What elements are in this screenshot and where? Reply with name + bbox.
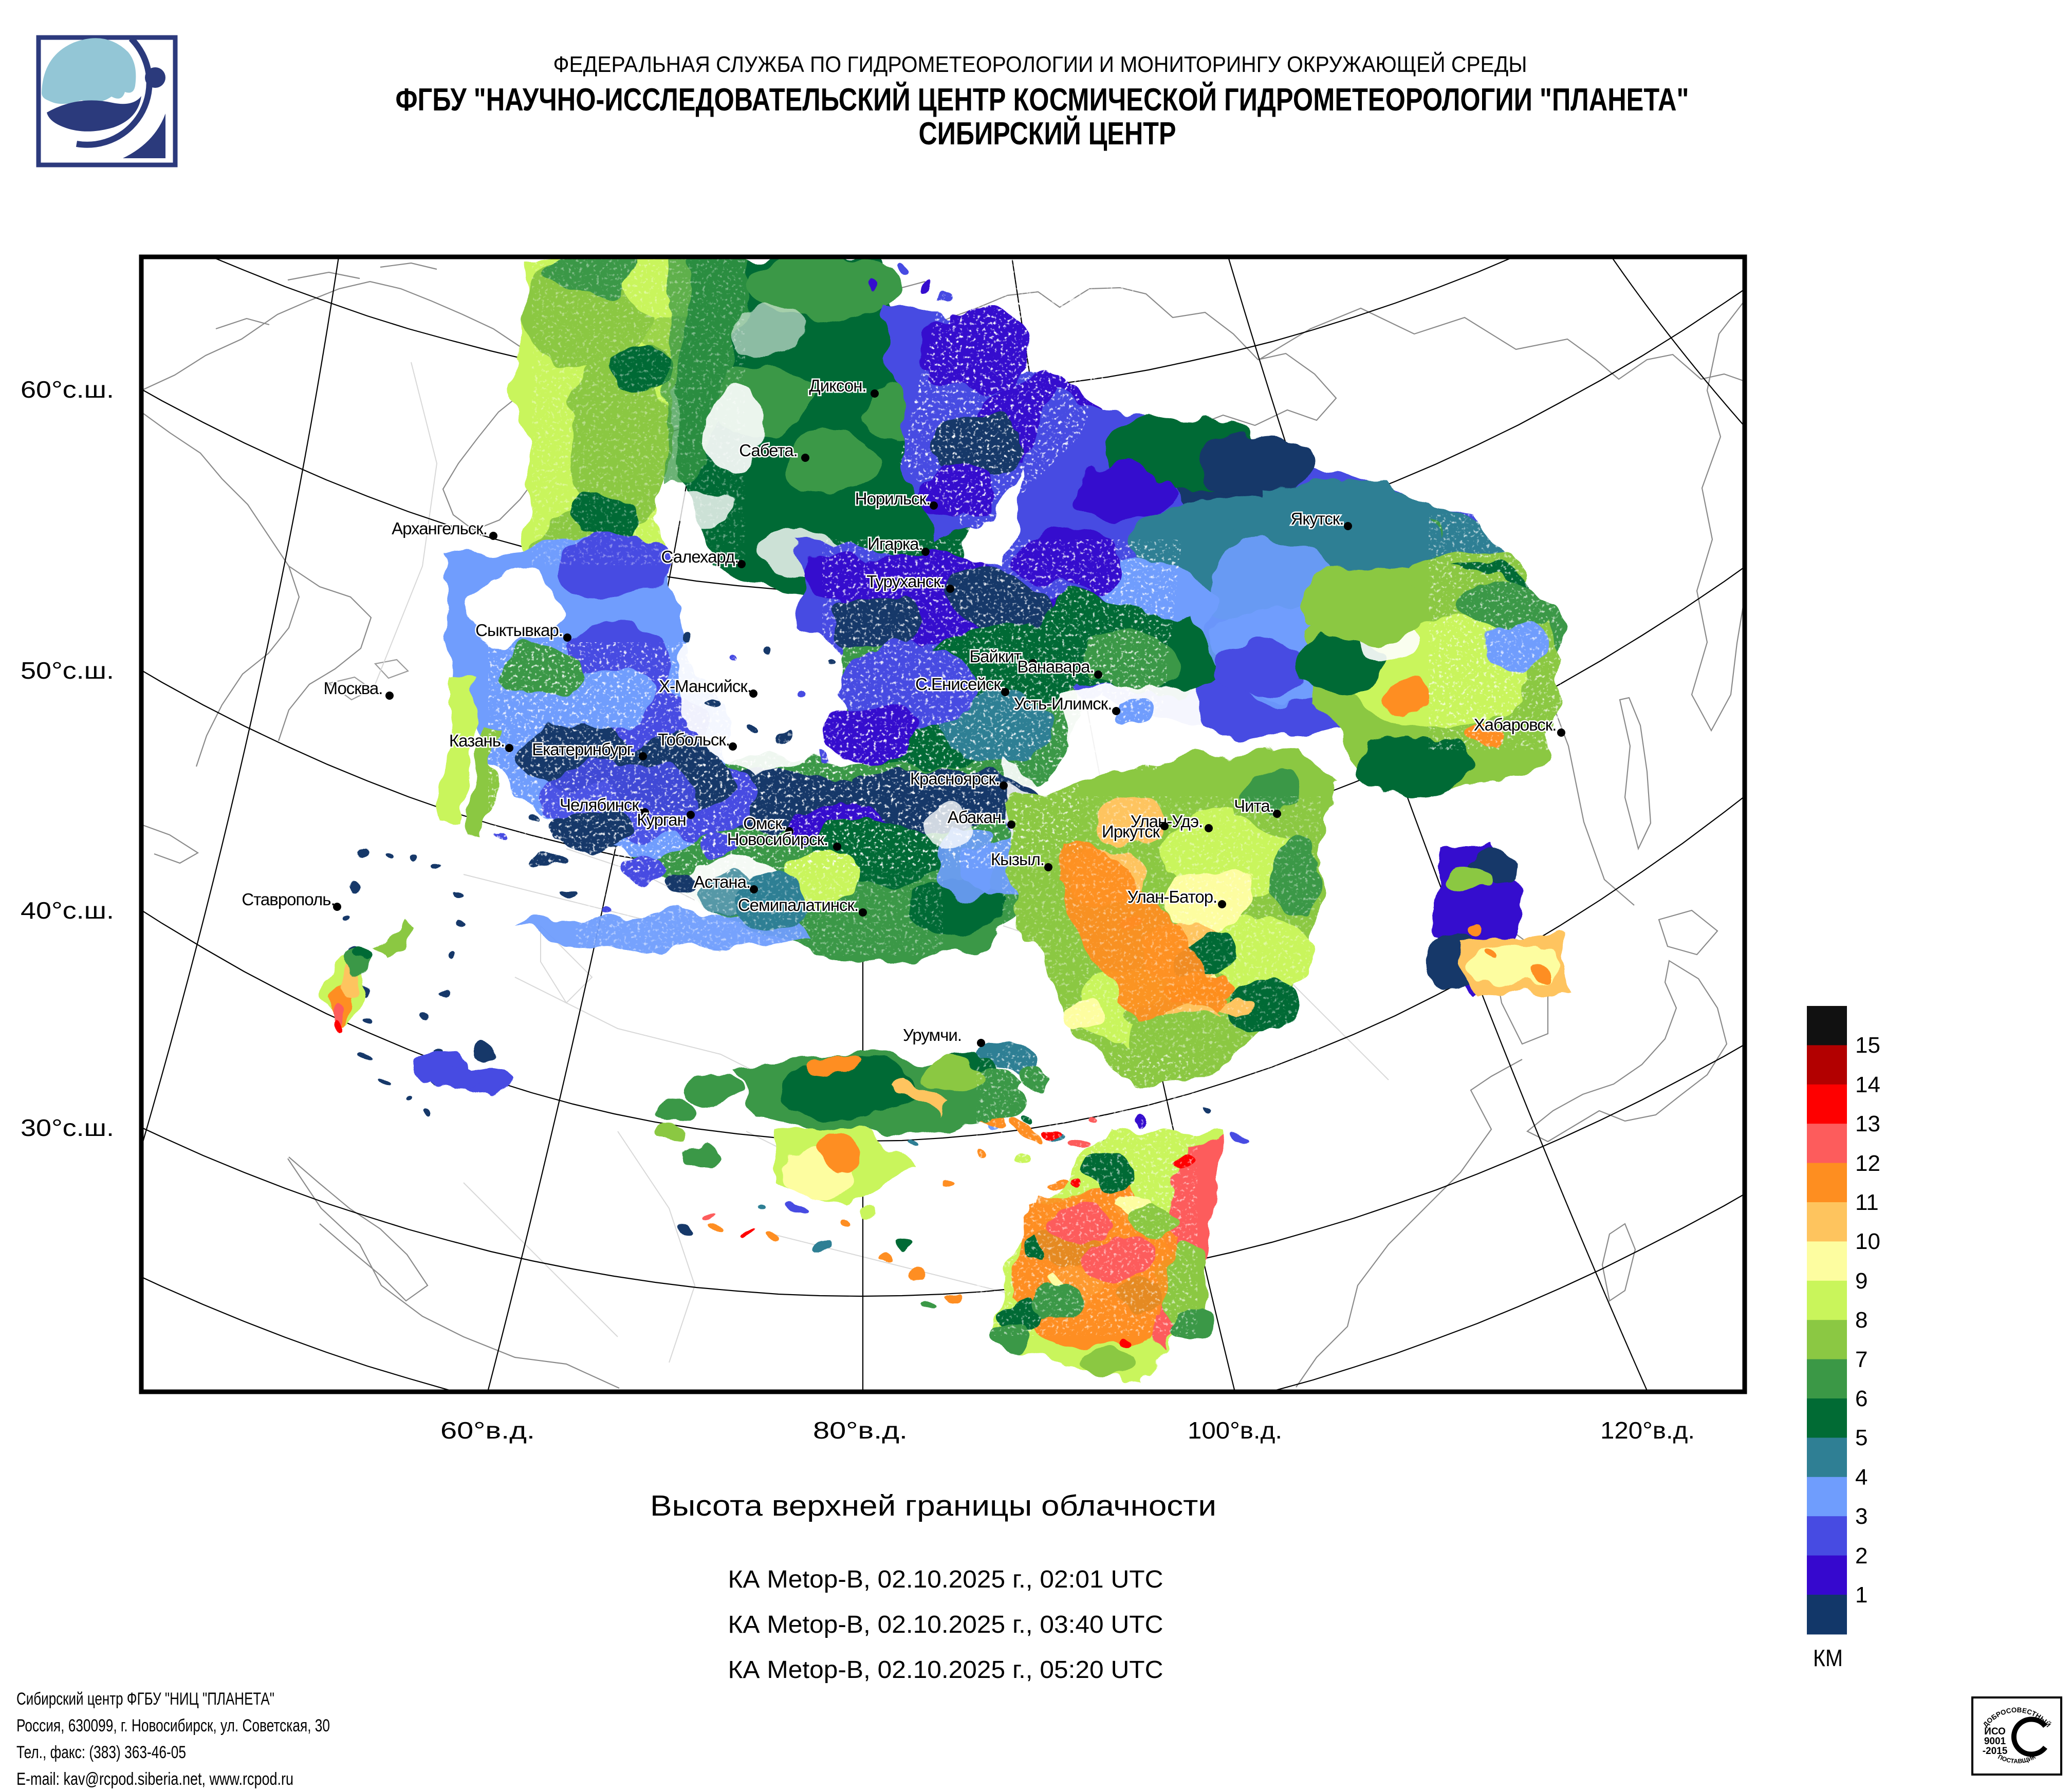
svg-text:1: 1 [1855,1582,1867,1608]
svg-text:Красноярск.: Красноярск. [910,769,1000,788]
svg-text:-2015: -2015 [1983,1746,2008,1757]
svg-text:СИБИРСКИЙ ЦЕНТР: СИБИРСКИЙ ЦЕНТР [919,116,1176,152]
svg-text:Архангельск.: Архангельск. [392,519,487,538]
svg-text:Сибирский центр ФГБУ "НИЦ "ПЛА: Сибирский центр ФГБУ "НИЦ "ПЛАНЕТА" [16,1689,274,1709]
svg-text:13: 13 [1855,1111,1880,1136]
svg-text:Улан-Батор.: Улан-Батор. [1127,887,1217,906]
svg-text:Абакан.: Абакан. [948,808,1005,827]
svg-text:Россия, 630099, г. Новосибирск: Россия, 630099, г. Новосибирск, ул. Сове… [16,1716,330,1735]
svg-text:Челябинск.: Челябинск. [560,795,643,814]
svg-text:100°в.д.: 100°в.д. [1188,1417,1282,1444]
svg-text:С.Енисейск.: С.Енисейск. [915,675,1005,694]
svg-text:9: 9 [1855,1268,1867,1294]
svg-text:Астана.: Астана. [694,872,750,891]
svg-text:КМ: КМ [1813,1645,1843,1671]
svg-text:3: 3 [1855,1504,1867,1529]
svg-text:30°с.ш.: 30°с.ш. [21,1114,114,1141]
svg-text:Екатеринбург.: Екатеринбург. [532,740,635,759]
svg-text:Тел., факс: (383) 363-46-05: Тел., факс: (383) 363-46-05 [16,1743,186,1762]
svg-text:Сыктывкар.: Сыктывкар. [475,621,563,640]
svg-text:Якутск.: Якутск. [1291,509,1344,528]
svg-text:Х-Мансийск.: Х-Мансийск. [659,677,751,696]
svg-text:4: 4 [1855,1465,1867,1490]
svg-text:Байкит.: Байкит. [970,647,1024,666]
svg-text:Новосибирск.: Новосибирск. [727,830,828,849]
svg-text:Туруханск.: Туруханск. [866,572,945,591]
svg-text:Высота верхней границы облачно: Высота верхней границы облачности [650,1489,1216,1522]
svg-text:ФГБУ "НАУЧНО-ИССЛЕДОВАТЕЛЬСКИЙ: ФГБУ "НАУЧНО-ИССЛЕДОВАТЕЛЬСКИЙ ЦЕНТР КОС… [396,82,1689,118]
svg-text:ФЕДЕРАЛЬНАЯ СЛУЖБА ПО ГИДРОМЕТ: ФЕДЕРАЛЬНАЯ СЛУЖБА ПО ГИДРОМЕТЕОРОЛОГИИ … [553,51,1527,77]
svg-text:80°в.д.: 80°в.д. [813,1417,908,1444]
svg-text:КА Metop-B, 02.10.2025 г., 05:: КА Metop-B, 02.10.2025 г., 05:20 UTC [728,1656,1163,1684]
svg-text:Казань.: Казань. [449,731,505,750]
svg-text:Диксон.: Диксон. [809,376,866,395]
svg-text:9001: 9001 [1984,1736,2006,1747]
svg-text:Игарка.: Игарка. [867,534,922,553]
svg-text:Норильск.: Норильск. [855,489,931,508]
svg-text:7: 7 [1855,1347,1867,1372]
svg-text:Курган: Курган [637,810,686,829]
svg-text:60°в.д.: 60°в.д. [440,1417,535,1444]
svg-text:Усть-Илимск.: Усть-Илимск. [1014,694,1112,713]
svg-text:60°с.ш.: 60°с.ш. [21,376,114,403]
svg-text:50°с.ш.: 50°с.ш. [21,657,114,684]
svg-text:Москва.: Москва. [324,679,383,698]
svg-text:Иркутск: Иркутск [1102,822,1160,841]
svg-text:15: 15 [1855,1033,1880,1058]
svg-text:E-mail: kav@rcpod.siberia.net,: E-mail: kav@rcpod.siberia.net, www.rcpod… [16,1769,293,1789]
svg-text:Семипалатинск.: Семипалатинск. [738,895,858,914]
svg-text:11: 11 [1855,1190,1879,1215]
svg-text:6: 6 [1855,1386,1867,1411]
svg-text:Улан-Удэ.: Улан-Удэ. [1131,812,1203,831]
svg-text:Кызыл.: Кызыл. [991,850,1044,869]
svg-text:Салехард.: Салехард. [661,547,739,566]
svg-text:Чита.: Чита. [1234,796,1274,815]
svg-text:5: 5 [1855,1425,1867,1450]
svg-text:Урумчи.: Урумчи. [903,1025,961,1044]
svg-text:8: 8 [1855,1308,1867,1333]
svg-text:10: 10 [1855,1229,1880,1254]
svg-text:Сабета.: Сабета. [739,441,798,460]
svg-text:2: 2 [1855,1543,1867,1569]
svg-text:Ванавара.: Ванавара. [1017,657,1094,676]
svg-text:КА Metop-B, 02.10.2025 г., 02:: КА Metop-B, 02.10.2025 г., 02:01 UTC [728,1566,1163,1593]
svg-text:Ставрополь.: Ставрополь. [242,890,335,909]
svg-text:КА Metop-B, 02.10.2025 г., 03:: КА Metop-B, 02.10.2025 г., 03:40 UTC [728,1611,1163,1638]
svg-text:Хабаровск.: Хабаровск. [1474,715,1557,734]
svg-text:120°в.д.: 120°в.д. [1600,1417,1695,1444]
svg-text:Омск.: Омск. [743,814,786,833]
svg-text:12: 12 [1855,1151,1880,1176]
svg-text:ИСО: ИСО [1984,1726,2006,1737]
svg-text:14: 14 [1855,1072,1880,1097]
svg-text:40°с.ш.: 40°с.ш. [21,897,114,924]
svg-text:Тобольск.: Тобольск. [658,730,730,749]
